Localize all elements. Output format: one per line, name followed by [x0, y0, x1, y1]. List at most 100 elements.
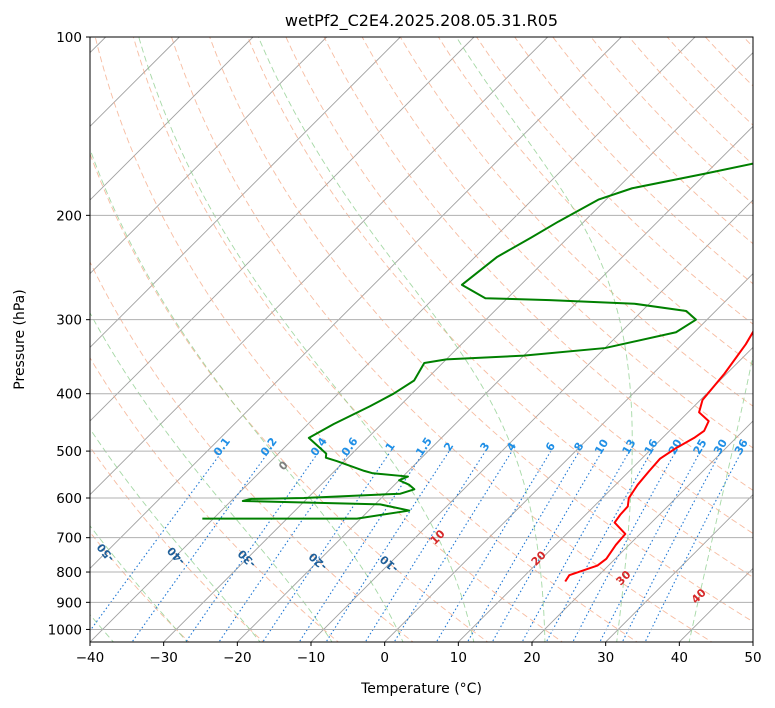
- mixing-ratio-line: [599, 450, 702, 642]
- moist-adiabat-line: [257, 37, 546, 642]
- isotherm-line: [384, 273, 753, 642]
- mixing-ratio-line: [185, 450, 320, 642]
- isotherm-line: [163, 52, 753, 642]
- dry-adiabat-line: [399, 37, 753, 407]
- y-tick-label: 800: [56, 565, 82, 581]
- chart-title: wetPf2_C2E4.2025.208.05.31.R05: [285, 11, 558, 31]
- line-label: 25: [691, 437, 710, 457]
- line-label: 0.6: [339, 435, 361, 459]
- x-tick-label: 40: [671, 650, 688, 666]
- moist-adiabats: [90, 37, 753, 642]
- mixing-ratio-line: [90, 450, 223, 632]
- isotherm-line: [90, 37, 327, 275]
- x-tick-label: −10: [297, 650, 326, 666]
- isotherm-line: [90, 37, 254, 201]
- y-tick-label: 500: [56, 444, 82, 460]
- dry-adiabat-line: [590, 37, 753, 205]
- isotherm-line: [90, 37, 401, 348]
- x-axis-label: Temperature (°C): [360, 681, 482, 697]
- moist-adiabat-line: [90, 147, 404, 642]
- y-tick-label: 900: [56, 595, 82, 611]
- mixing-ratio-line: [393, 450, 513, 642]
- mixing-ratio-line: [466, 450, 580, 642]
- dry-adiabat-line: [90, 152, 489, 642]
- mixing-ratio-line: [325, 450, 450, 642]
- mixing-ratio-line: [644, 450, 743, 642]
- line-label: 40: [689, 586, 709, 606]
- mixing-ratio-line: [572, 450, 677, 642]
- line-label: 10: [428, 527, 448, 547]
- dry-adiabat-line: [769, 24, 775, 645]
- dry-adiabats: [90, 24, 775, 645]
- line-label: 30: [614, 568, 634, 588]
- line-label: 20: [529, 548, 549, 568]
- moist-adiabat-line: [90, 428, 261, 642]
- y-tick-label: 600: [56, 491, 82, 507]
- isotherm-line: [90, 37, 622, 569]
- mixing-ratio-line: [364, 450, 486, 642]
- x-tick-label: −20: [223, 650, 252, 666]
- y-tick-label: 1000: [48, 622, 82, 638]
- line-label: 30: [711, 437, 730, 457]
- x-tick-label: 0: [380, 650, 389, 666]
- profiles: [202, 162, 753, 583]
- x-tick-label: 10: [450, 650, 467, 666]
- isotherm-line: [679, 567, 753, 642]
- background-lines: [90, 24, 775, 645]
- x-tick-label: 50: [744, 650, 761, 666]
- dry-adiabat-line: [437, 37, 753, 366]
- isotherm-line: [458, 346, 753, 642]
- mixing-ratio-line: [131, 450, 270, 642]
- x-axis-ticks: −40 −30 −20 −10 0 10 20 30 40 50: [76, 642, 762, 666]
- x-tick-label: 20: [523, 650, 540, 666]
- temperature-profile-line: [564, 330, 753, 583]
- dry-adiabat-line: [171, 37, 713, 642]
- y-axis-label: Pressure (hPa): [12, 289, 28, 389]
- moist-adiabat-line: [138, 37, 475, 642]
- y-tick-label: 100: [56, 30, 82, 46]
- y-tick-label: 200: [56, 208, 82, 224]
- y-tick-label: 400: [56, 387, 82, 403]
- dry-adiabat-line: [90, 356, 339, 642]
- line-label: 16: [642, 437, 661, 457]
- line-label: 10: [592, 437, 611, 457]
- y-axis-ticks: 1000 900 800 700 600 500 400 300 200 100: [48, 30, 90, 638]
- dry-adiabat-line: [90, 446, 265, 642]
- mixing-ratio-line: [621, 450, 722, 642]
- moist-adiabat-line: [688, 353, 753, 642]
- dry-adiabat-line: [285, 37, 753, 534]
- x-tick-label: −30: [149, 650, 178, 666]
- dry-adiabat-line: [666, 37, 753, 126]
- line-labels: -100-90-80-70-60-50-40-30-20-10010203040…: [24, 435, 751, 606]
- isotherm-line: [90, 37, 475, 422]
- mixing-ratio-lines: [90, 450, 743, 642]
- isotherm-line: [90, 37, 548, 496]
- line-label: 13: [620, 437, 639, 457]
- mixing-ratio-line: [262, 450, 392, 642]
- y-tick-label: 700: [56, 531, 82, 547]
- isotherm-line: [531, 420, 753, 642]
- mixing-ratio-line: [218, 450, 351, 642]
- x-tick-label: −40: [76, 650, 105, 666]
- dry-adiabat-line: [247, 37, 753, 578]
- pressure-gridlines: [90, 37, 753, 630]
- dry-adiabat-line: [132, 37, 638, 642]
- isotherms: [90, 37, 753, 642]
- isotherm-line: [237, 125, 753, 642]
- dry-adiabat-line: [90, 261, 414, 642]
- dry-adiabat-line: [94, 37, 564, 642]
- line-label: -60: [24, 537, 46, 561]
- dewpoint-profile-line: [202, 162, 753, 520]
- mixing-ratio-line: [298, 450, 425, 642]
- y-tick-label: 300: [56, 313, 82, 329]
- moist-adiabat-line: [90, 525, 188, 642]
- dry-adiabat-line: [704, 37, 753, 87]
- line-label: 0: [276, 458, 291, 473]
- isotherm-line: [752, 641, 753, 642]
- isotherm-line: [605, 494, 753, 642]
- isotherm-line: [310, 199, 753, 642]
- isotherm-line: [90, 37, 696, 642]
- x-tick-label: 30: [597, 650, 614, 666]
- line-label: 1.5: [413, 435, 435, 458]
